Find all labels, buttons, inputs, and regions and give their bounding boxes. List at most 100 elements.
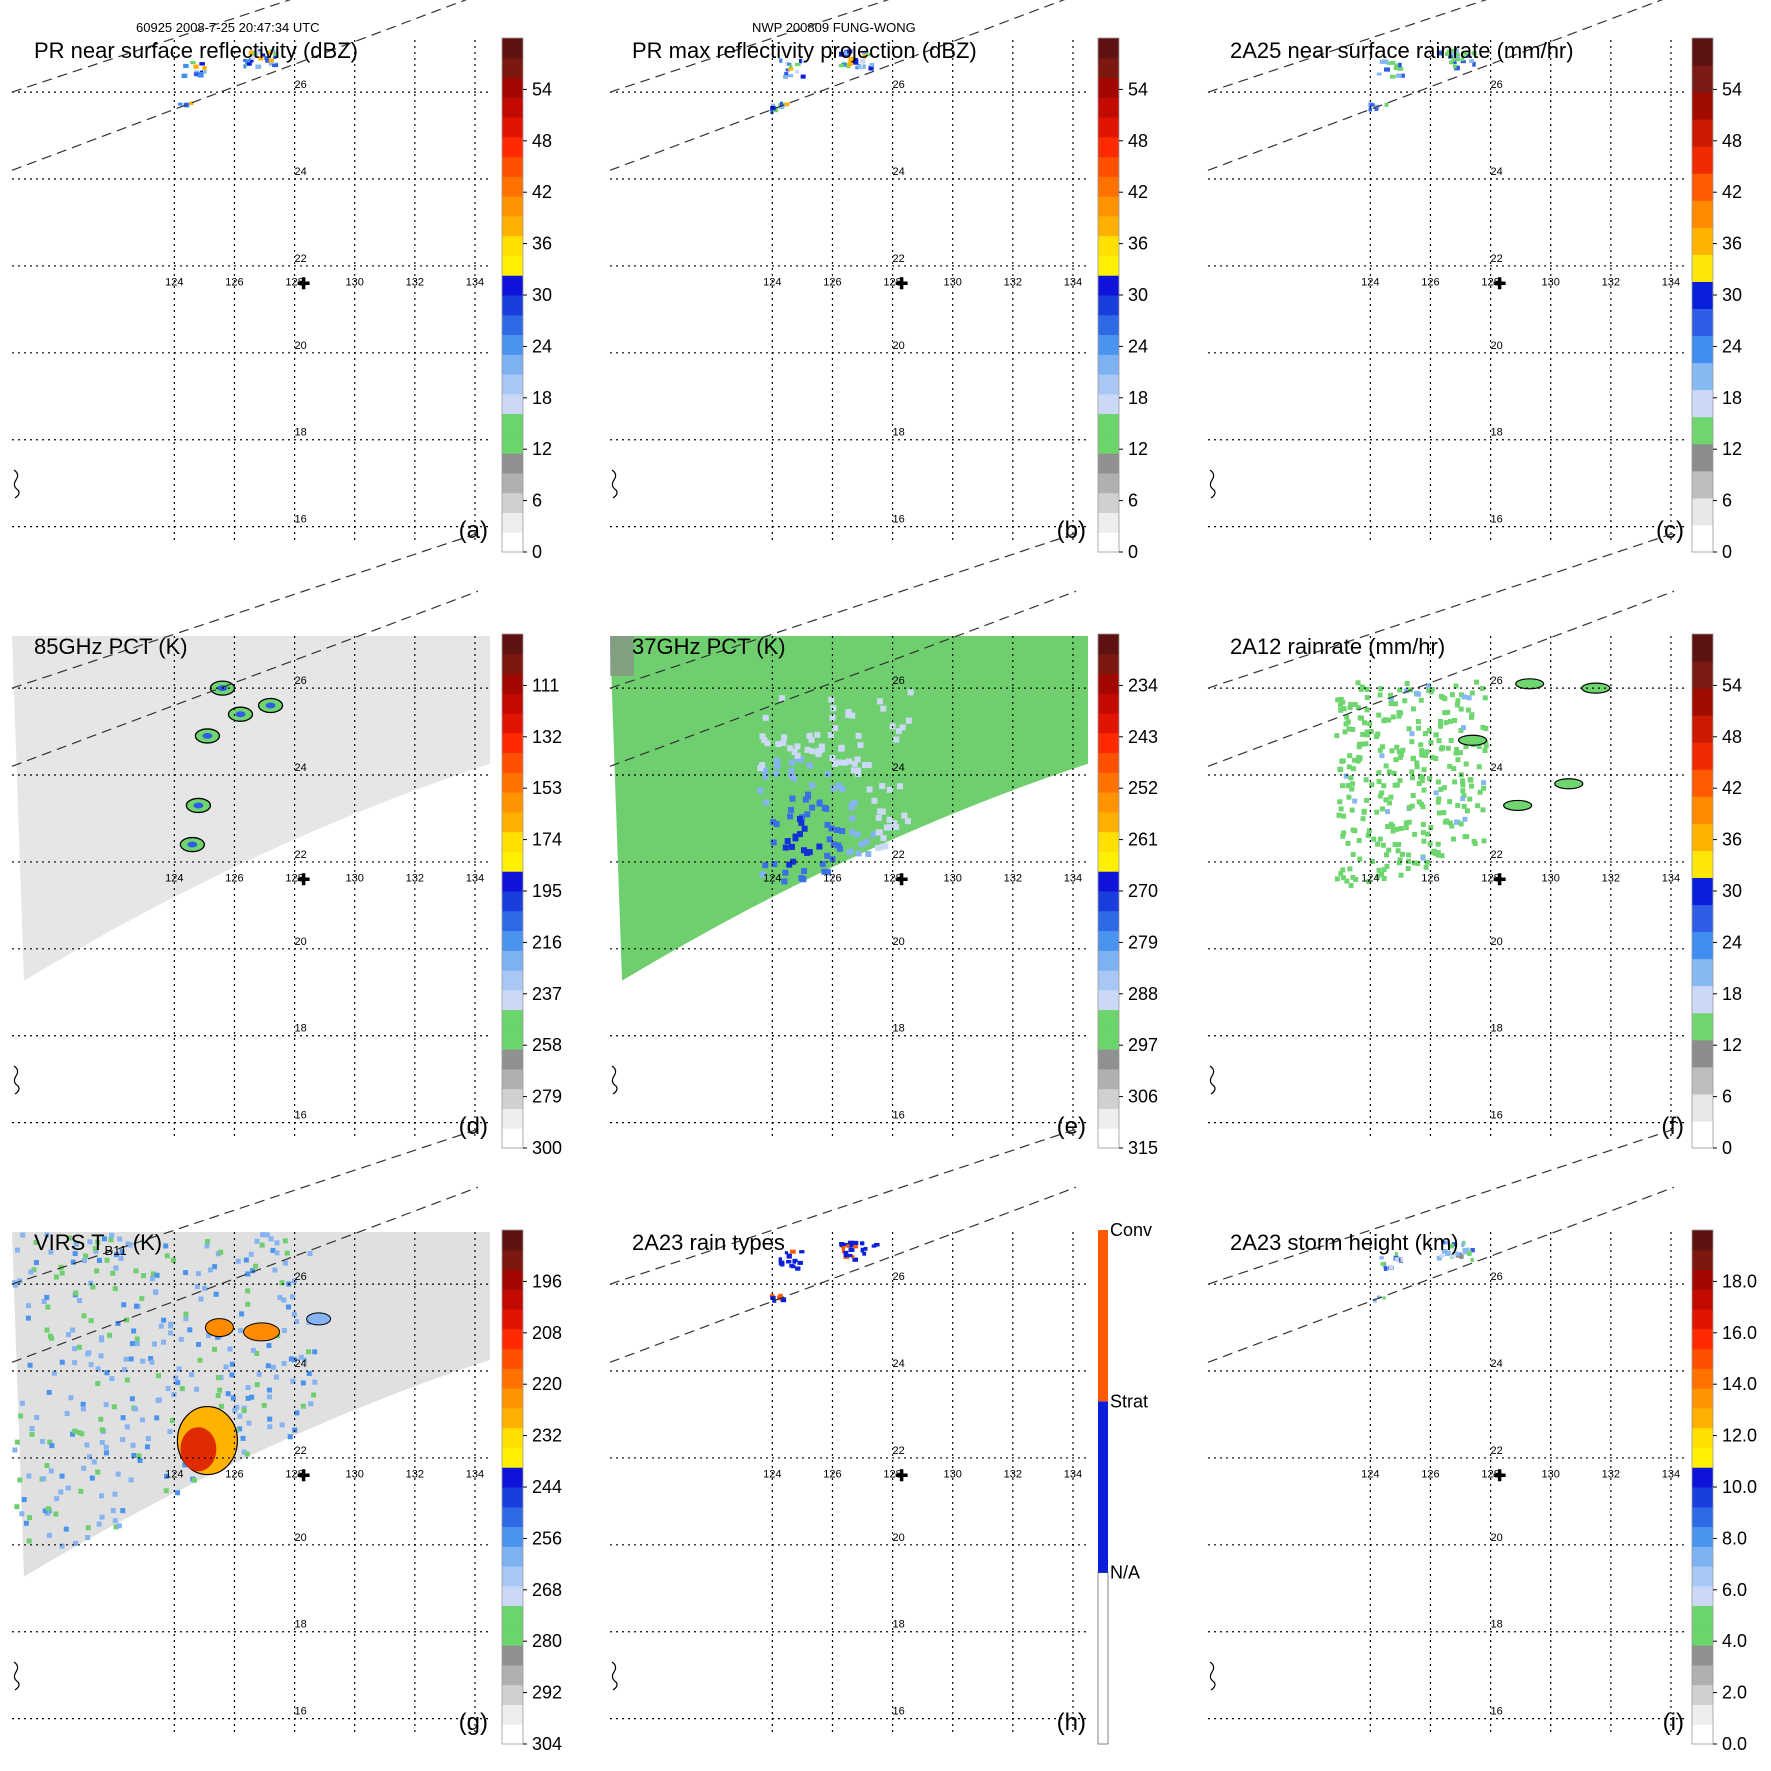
data-pixel	[179, 1386, 185, 1392]
lon-tick-label: 132	[406, 276, 424, 288]
data-pixel	[244, 1451, 250, 1457]
data-pixel	[42, 1508, 48, 1514]
data-pixel	[213, 1291, 219, 1297]
colorbar-segment	[1098, 950, 1119, 971]
colorbar-segment	[1692, 877, 1713, 906]
data-pixel	[1460, 778, 1466, 784]
data-pixel	[899, 724, 906, 731]
lat-tick-label: 18	[294, 1619, 306, 1631]
data-pixel	[796, 831, 803, 838]
data-pixel	[786, 1253, 792, 1259]
data-pixel	[33, 1239, 39, 1245]
data-pixel	[775, 741, 782, 748]
data-pixel	[1467, 777, 1473, 783]
panel-data	[12, 1232, 490, 1577]
data-pixel	[1359, 741, 1365, 747]
data-pixel	[1334, 733, 1340, 739]
data-pixel	[1439, 1254, 1445, 1258]
colorbar-segment	[1098, 255, 1119, 276]
colorbar-tick-label: 18	[1722, 984, 1742, 1004]
data-pixel	[850, 767, 857, 774]
data-pixel	[287, 1434, 293, 1440]
data-pixel	[880, 835, 887, 842]
data-pixel	[1388, 1265, 1394, 1270]
data-pixel	[1389, 748, 1395, 754]
data-pixel	[154, 1272, 160, 1278]
data-pixel	[266, 50, 273, 55]
data-pixel	[1451, 766, 1457, 772]
data-pixel	[1334, 876, 1340, 882]
data-pixel	[12, 1282, 18, 1288]
data-pixel	[853, 59, 859, 65]
data-pixel	[234, 1404, 240, 1410]
data-pixel	[212, 1264, 218, 1270]
data-pixel	[854, 831, 861, 838]
data-pixel	[270, 1247, 276, 1253]
colorbar-segment	[1098, 275, 1119, 296]
data-pixel	[294, 1319, 300, 1325]
panel-data	[769, 1240, 880, 1303]
panel-h: 124 126 128 130 132 134 26 24 22 20 18 16 2A23 rain …	[609, 1128, 1152, 1745]
data-pixel	[254, 1238, 260, 1244]
colorbar-tick-label: 261	[1128, 830, 1158, 850]
lon-tick-label: 126	[823, 1468, 841, 1480]
data-pixel	[1453, 683, 1459, 689]
lat-tick-label: 20	[892, 1532, 904, 1544]
colorbar-tick-label: 292	[532, 1683, 562, 1703]
convective-core	[187, 841, 198, 848]
lon-tick-label: 124	[165, 872, 183, 884]
data-pixel	[1469, 690, 1475, 696]
lat-tick-label: 18	[892, 427, 904, 439]
coastline	[1209, 1661, 1216, 1691]
data-pixel	[1341, 875, 1347, 881]
data-pixel	[144, 1444, 150, 1450]
data-pixel	[886, 786, 893, 793]
data-pixel	[306, 1370, 312, 1376]
panel-i: 124 126 128 130 132 134 26 24 22 20 18 16 2A23 storm…	[1207, 1128, 1757, 1754]
data-pixel	[875, 829, 882, 836]
data-pixel	[133, 1303, 139, 1309]
colorbar-segment	[1692, 1012, 1713, 1041]
data-pixel	[1463, 743, 1469, 749]
data-pixel	[124, 1317, 130, 1323]
data-pixel	[1341, 830, 1347, 836]
colorbar-segment	[502, 910, 523, 932]
data-pixel	[26, 1538, 32, 1544]
data-pixel	[120, 1508, 126, 1514]
colorbar-segment	[1692, 1039, 1713, 1068]
data-pixel	[1369, 782, 1375, 788]
colorbar-segment	[1692, 470, 1713, 499]
data-pixel	[1357, 715, 1363, 721]
data-pixel	[176, 1366, 182, 1372]
colorbar-tick-label: 268	[532, 1580, 562, 1600]
data-pixel	[229, 1361, 235, 1367]
data-pixel	[1392, 782, 1398, 788]
data-pixel	[1477, 789, 1483, 795]
data-pixel	[1451, 1242, 1456, 1247]
data-pixel	[1439, 853, 1445, 859]
data-pixel	[764, 740, 771, 747]
data-pixel	[229, 1372, 235, 1378]
data-pixel	[1338, 707, 1344, 713]
colorbar-tick-label: 18	[1128, 388, 1148, 408]
data-pixel	[128, 1477, 134, 1483]
data-pixel	[72, 1540, 78, 1546]
data-pixel	[225, 1391, 231, 1397]
data-pixel	[1399, 73, 1405, 78]
data-pixel	[809, 748, 816, 755]
data-pixel	[886, 824, 893, 831]
data-pixel	[1481, 785, 1487, 791]
data-pixel	[19, 1400, 25, 1406]
data-pixel	[51, 1370, 57, 1376]
data-pixel	[90, 1284, 96, 1290]
panel-title: 37GHz PCT (K)	[632, 634, 786, 659]
colorbar-segment	[1098, 732, 1119, 754]
data-pixel	[223, 1364, 229, 1370]
data-pixel	[1416, 725, 1422, 731]
colorbar-segment	[502, 1704, 523, 1725]
colorbar-segment	[502, 634, 523, 655]
colorbar-segment	[1692, 1645, 1713, 1666]
data-pixel	[1350, 726, 1356, 732]
colorbar-tick-label: 306	[1128, 1087, 1158, 1107]
data-pixel	[27, 1362, 33, 1368]
